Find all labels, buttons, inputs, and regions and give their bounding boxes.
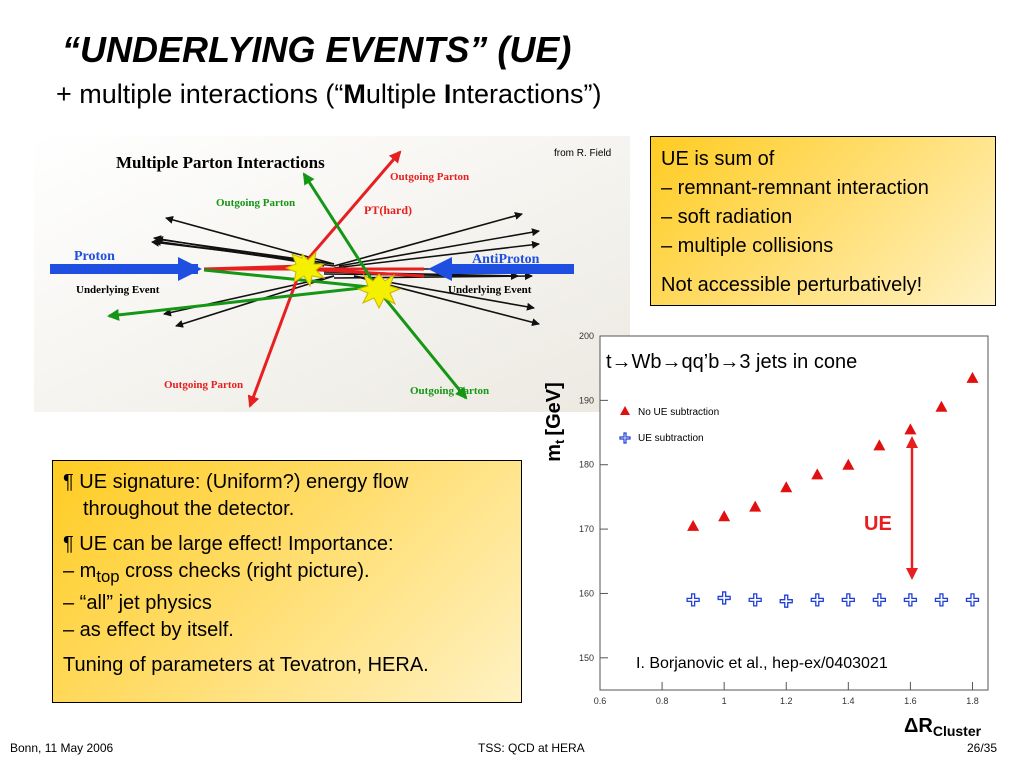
slide-title: “UNDERLYING EVENTS” (UE) <box>62 29 572 70</box>
no-ue-point-1 <box>718 510 731 522</box>
no-ue-point-5 <box>842 458 855 470</box>
ue-arrow-head-bottom <box>906 568 918 580</box>
legend-marker-no-ue <box>620 406 630 415</box>
x-tick-label-6: 1.8 <box>966 696 979 706</box>
y-tick-label-1: 160 <box>579 588 594 598</box>
underlying-event-right-label: Underlying Event <box>448 284 532 296</box>
sig-list-item-1: – mtop cross checks (right picture). <box>63 558 511 590</box>
no-ue-point-2 <box>749 500 762 512</box>
legend-label-no-ue: No UE subtraction <box>638 407 719 418</box>
no-ue-point-6 <box>873 439 886 451</box>
subtitle-prefix: + multiple interactions (“ <box>56 79 344 109</box>
x-axis-label-sub: Cluster <box>933 723 982 739</box>
ue-point-1 <box>717 591 731 605</box>
x-tick-label-2: 1 <box>722 696 727 706</box>
ue-point-7 <box>903 593 918 607</box>
chart-title: t→Wb→qq’b→3 jets in cone <box>606 351 857 373</box>
ue-point-3 <box>779 594 793 608</box>
x-tick-label-4: 1.4 <box>842 696 855 706</box>
sig-list-item-1-pre: – m <box>63 560 97 582</box>
x-axis-label-main: ΔR <box>904 715 933 737</box>
sig-para-2: ¶ UE can be large effect! Importance: <box>63 533 394 555</box>
no-ue-point-0 <box>687 519 700 531</box>
x-tick-label-3: 1.2 <box>780 696 793 706</box>
diagram-title: Multiple Parton Interactions <box>116 153 325 172</box>
sig-list-item-1-sub: top <box>96 567 120 586</box>
subtitle-suffix: nteractions”) <box>451 79 602 109</box>
legend: No UE subtraction UE subtraction <box>619 406 719 444</box>
ue-point-4 <box>810 593 824 607</box>
x-tick-label-0: 0.6 <box>594 696 607 706</box>
antiproton-label: AntiProton <box>472 252 540 267</box>
pt-hard-label: PT(hard) <box>364 203 412 217</box>
ue-point-9 <box>965 593 980 607</box>
x-axis-ticks: 0.6 0.8 1 1.2 1.4 1.6 1.8 <box>594 682 979 706</box>
ue-point-0 <box>686 593 700 607</box>
collision-star-1 <box>284 250 326 288</box>
no-ue-point-8 <box>935 400 948 412</box>
ue-definition-box: UE is sum of – remnant-remnant interacti… <box>650 136 996 306</box>
sig-para-1a: ¶ UE signature: (Uniform?) energy flow <box>63 471 409 493</box>
legend-marker-ue <box>619 432 631 444</box>
footer-page-number: 26/35 <box>966 741 997 755</box>
y-axis-ticks: 150 160 170 180 190 200 <box>579 331 608 663</box>
collision-star-2 <box>356 273 402 310</box>
plot-frame <box>599 335 989 691</box>
y-tick-label-4: 190 <box>579 395 594 405</box>
x-tick-label-5: 1.6 <box>904 696 917 706</box>
top-mass-chart: 0.6 0.8 1 1.2 1.4 1.6 1.8 150 160 170 180 190 200 t… <box>543 331 989 739</box>
subtitle-bold-m: M <box>343 79 366 109</box>
ue-point-5 <box>841 593 855 607</box>
mpi-diagram: Multiple Parton Interactions from R. Fie… <box>34 136 630 412</box>
ue-annotation: UE <box>864 513 892 535</box>
y-axis-label-unit: [GeV] <box>543 382 565 435</box>
ue-line-4: – multiple collisions <box>661 235 834 257</box>
y-axis-label-sub: t <box>552 439 567 444</box>
proton-beam <box>50 257 202 281</box>
outgoing-parton-top-right-label: Outgoing Parton <box>390 171 469 183</box>
x-tick-label-1: 0.8 <box>656 696 669 706</box>
antiproton-beam <box>428 257 574 281</box>
hard-scatter-green-tracks <box>107 172 468 400</box>
outgoing-parton-top-left-label: Outgoing Parton <box>216 197 295 209</box>
sig-list-item-2: – “all” jet physics <box>63 592 212 614</box>
citation-label: I. Borjanovic et al., hep-ex/0403021 <box>636 655 888 672</box>
data-marks <box>686 371 980 608</box>
outgoing-parton-bottom-right-label: Outgoing Parton <box>410 385 489 397</box>
ue-point-8 <box>934 593 949 607</box>
x-axis-label: ΔRCluster <box>904 715 982 739</box>
proton-label: Proton <box>74 249 115 264</box>
ue-line-3: – soft radiation <box>661 206 793 228</box>
footer-date: Bonn, 11 May 2006 <box>10 741 114 755</box>
no-ue-point-3 <box>780 481 793 493</box>
subtitle-mid: ultiple <box>365 79 444 109</box>
sig-para-1b: throughout the detector. <box>83 498 295 520</box>
footer-event: TSS: QCD at HERA <box>478 741 585 755</box>
subtitle-bold-i: I <box>443 79 452 109</box>
underlying-event-left-label: Underlying Event <box>76 284 160 296</box>
no-ue-point-9 <box>966 371 979 383</box>
diagram-credit: from R. Field <box>554 148 611 159</box>
sig-list-item-3: – as effect by itself. <box>63 619 234 641</box>
y-tick-label-2: 170 <box>579 524 594 534</box>
ue-arrow-head-top <box>906 436 918 448</box>
y-tick-label-3: 180 <box>579 460 594 470</box>
ue-signature-box: ¶ UE signature: (Uniform?) energy flow t… <box>52 460 522 703</box>
outgoing-parton-bottom-left-label: Outgoing Parton <box>164 379 243 391</box>
sig-list-item-1-post: cross checks (right picture). <box>119 560 370 582</box>
ue-line-2: – remnant-remnant interaction <box>661 177 929 199</box>
ue-point-2 <box>748 593 762 607</box>
no-ue-point-7 <box>904 423 917 435</box>
y-tick-label-0: 150 <box>579 653 594 663</box>
ue-point-6 <box>872 593 887 607</box>
ue-line-5: Not accessible perturbatively! <box>661 274 923 296</box>
slide-subtitle: + multiple interactions (“Multiple Inter… <box>56 78 602 110</box>
y-axis-label: mt [GeV] <box>543 382 567 461</box>
ue-line-1: UE is sum of <box>661 148 775 170</box>
no-ue-point-4 <box>811 468 824 480</box>
legend-label-ue: UE subtraction <box>638 433 704 444</box>
y-tick-label-5: 200 <box>579 331 594 341</box>
y-axis-label-main: m <box>543 444 565 462</box>
sig-para-3: Tuning of parameters at Tevatron, HERA. <box>63 654 429 676</box>
